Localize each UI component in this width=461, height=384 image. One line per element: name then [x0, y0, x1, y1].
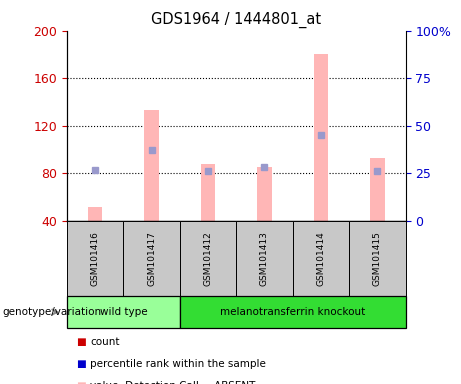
Text: GSM101416: GSM101416	[90, 231, 100, 286]
Text: GSM101414: GSM101414	[316, 231, 325, 286]
Bar	[257, 167, 272, 221]
Text: value, Detection Call = ABSENT: value, Detection Call = ABSENT	[90, 381, 255, 384]
Text: genotype/variation: genotype/variation	[2, 307, 101, 317]
Text: ■: ■	[76, 337, 86, 347]
Bar	[88, 207, 102, 221]
Bar	[370, 158, 384, 221]
Bar	[314, 55, 328, 221]
Title: GDS1964 / 1444801_at: GDS1964 / 1444801_at	[151, 12, 321, 28]
Text: GSM101412: GSM101412	[203, 231, 213, 286]
Text: melanotransferrin knockout: melanotransferrin knockout	[220, 307, 366, 317]
Text: ■: ■	[76, 359, 86, 369]
Text: GSM101413: GSM101413	[260, 231, 269, 286]
Bar	[201, 164, 215, 221]
Text: GSM101415: GSM101415	[373, 231, 382, 286]
Text: GSM101417: GSM101417	[147, 231, 156, 286]
Text: percentile rank within the sample: percentile rank within the sample	[90, 359, 266, 369]
Text: ■: ■	[76, 381, 86, 384]
Bar	[144, 110, 159, 221]
Text: wild type: wild type	[100, 307, 147, 317]
Text: count: count	[90, 337, 119, 347]
